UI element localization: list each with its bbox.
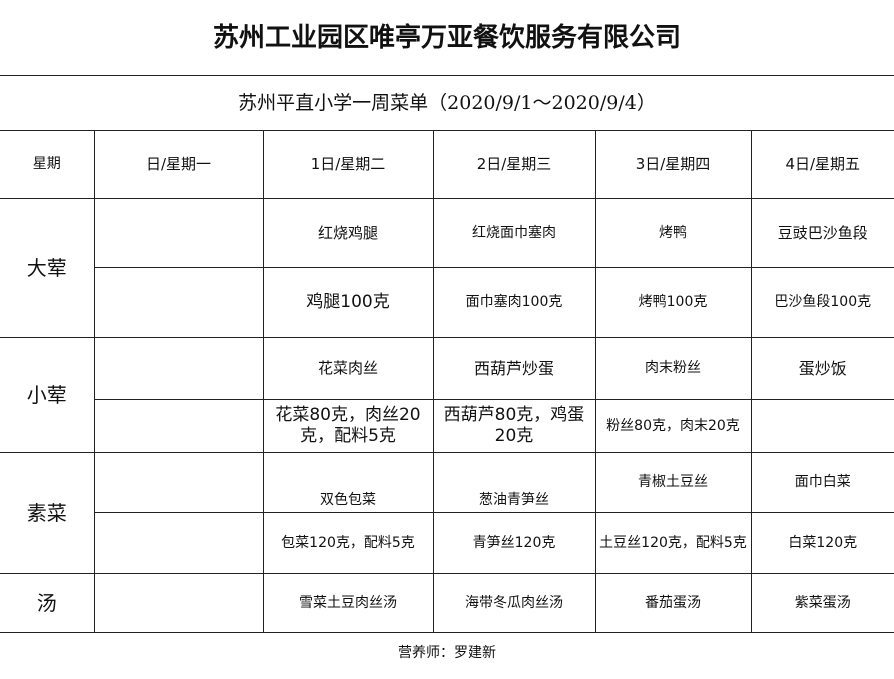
portion-cell: 花菜80克，肉丝20克，配料5克 (262, 399, 434, 453)
dish-cell: 番茄蛋汤 (594, 573, 752, 633)
dish-cell: 红烧鸡腿 (262, 198, 434, 268)
dish-cell: 双色包菜 (262, 452, 434, 513)
menu-subtitle: 苏州平直小学一周菜单（2020/9/1～2020/9/4） (0, 76, 894, 131)
portion-cell: 西葫芦80克，鸡蛋20克 (432, 399, 596, 453)
table-row: 汤 雪菜土豆肉丝汤 海带冬瓜肉丝汤 番茄蛋汤 紫菜蛋汤 (0, 573, 894, 633)
portion-cell: 土豆丝120克，配料5克 (594, 512, 752, 574)
dish-cell (93, 337, 264, 400)
dish-cell: 紫菜蛋汤 (750, 573, 894, 633)
dish-cell: 蛋炒饭 (750, 337, 894, 400)
menu-table: 星期 日/星期一 1日/星期二 2日/星期三 3日/星期四 4日/星期五 大荤 … (0, 130, 894, 633)
dish-cell: 红烧面巾塞肉 (432, 198, 596, 268)
portion-cell: 巴沙鱼段100克 (750, 267, 894, 338)
table-row: 大荤 红烧鸡腿 红烧面巾塞肉 烤鸭 豆豉巴沙鱼段 (0, 198, 894, 338)
portion-cell: 白菜120克 (750, 512, 894, 574)
category-cell: 大荤 (0, 198, 95, 338)
header-cell: 星期 (0, 130, 95, 199)
dish-cell: 雪菜土豆肉丝汤 (262, 573, 434, 633)
portion-cell (94, 399, 264, 453)
header-cell: 1日/星期二 (262, 130, 434, 199)
dish-cell: 烤鸭 (594, 198, 752, 268)
dish-cell: 西葫芦炒蛋 (432, 337, 596, 400)
category-cell: 小荤 (0, 337, 95, 453)
portion-cell (94, 267, 264, 338)
header-cell: 3日/星期四 (594, 130, 752, 199)
dish-cell (93, 198, 264, 268)
company-title: 苏州工业园区唯亭万亚餐饮服务有限公司 (0, 0, 894, 76)
category-cell: 素菜 (0, 452, 95, 574)
nutritionist-note: 营养师：罗建新 (398, 645, 496, 661)
portion-cell: 包菜120克，配料5克 (262, 512, 434, 574)
dish-cell: 花菜肉丝 (262, 337, 434, 400)
header-row: 星期 日/星期一 1日/星期二 2日/星期三 3日/星期四 4日/星期五 (0, 130, 894, 199)
dish-cell: 海带冬瓜肉丝汤 (432, 573, 596, 633)
table-row: 花菜80克，肉丝20克，配料5克 西葫芦80克，鸡蛋20克 粉丝80克，肉末20… (0, 399, 894, 453)
portion-cell: 粉丝80克，肉末20克 (594, 399, 752, 453)
table-row: 鸡腿100克 面巾塞肉100克 烤鸭100克 巴沙鱼段100克 (0, 267, 894, 338)
portion-cell: 青笋丝120克 (432, 512, 596, 574)
dish-cell: 豆豉巴沙鱼段 (750, 198, 894, 268)
header-cell: 4日/星期五 (750, 130, 894, 199)
dish-cell: 葱油青笋丝 (432, 452, 596, 513)
table-row: 素菜 双色包菜 葱油青笋丝 青椒土豆丝 面巾白菜 (0, 452, 894, 574)
table-row: 小荤 花菜肉丝 西葫芦炒蛋 肉末粉丝 蛋炒饭 (0, 337, 894, 453)
portion-cell: 面巾塞肉100克 (432, 267, 596, 338)
portion-cell: 鸡腿100克 (262, 267, 434, 338)
portion-cell (750, 399, 894, 453)
header-cell: 日/星期一 (93, 130, 264, 199)
header-cell: 2日/星期三 (432, 130, 596, 199)
dish-cell: 青椒土豆丝 (594, 452, 752, 513)
table-row: 包菜120克，配料5克 青笋丝120克 土豆丝120克，配料5克 白菜120克 (0, 512, 894, 574)
category-cell: 汤 (0, 573, 95, 633)
dish-cell: 肉末粉丝 (594, 337, 752, 400)
portion-cell: 烤鸭100克 (594, 267, 752, 338)
dish-cell (93, 452, 264, 513)
dish-cell (93, 573, 264, 633)
portion-cell (94, 512, 264, 574)
dish-cell: 面巾白菜 (750, 452, 894, 513)
